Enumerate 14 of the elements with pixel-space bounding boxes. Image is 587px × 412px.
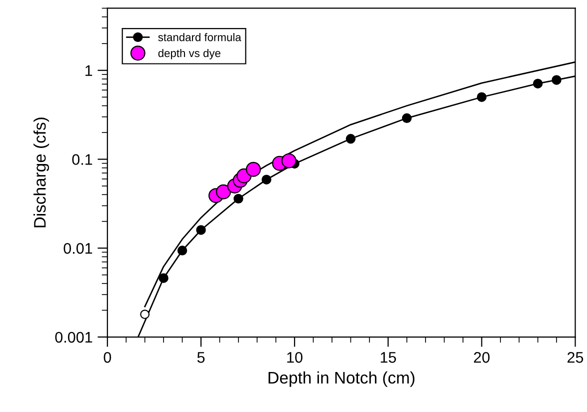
x-tick-label: 10 — [287, 352, 302, 363]
legend-label: depth vs dye — [158, 48, 220, 60]
y-tick-label: 0.1 — [72, 154, 92, 165]
x-axis-title: Depth in Notch (cm) — [268, 371, 414, 387]
legend-label: standard formula — [158, 33, 242, 42]
y-tick-label: 0.01 — [64, 243, 92, 254]
y-axis-title: Discharge (cfs) — [34, 118, 50, 228]
y-tick-label: 0.001 — [55, 332, 92, 343]
x-tick-label: 25 — [568, 352, 584, 363]
x-tick-label: 20 — [474, 352, 490, 363]
y-tick-label: 1 — [86, 65, 92, 76]
x-tick-label: 15 — [380, 352, 396, 363]
x-tick-label: 0 — [104, 352, 112, 363]
x-tick-label: 5 — [197, 352, 205, 363]
